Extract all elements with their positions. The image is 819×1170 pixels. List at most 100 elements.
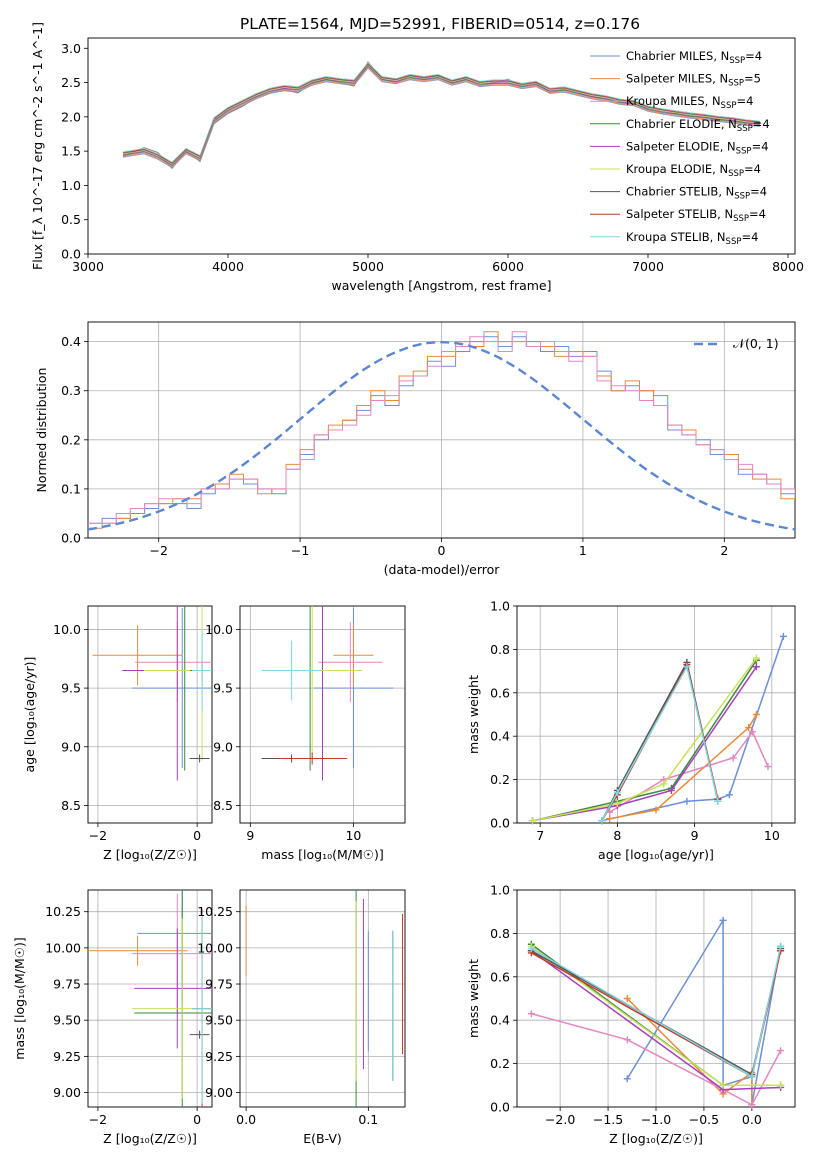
- axes-frame: [87, 889, 213, 1108]
- y-tick-label: 1.0: [490, 599, 510, 614]
- y-tick-label: 0.2: [490, 772, 510, 787]
- legend-count: =5: [744, 72, 761, 86]
- x-tick-label: 3000: [72, 259, 104, 274]
- y-tick-label: 9.75: [53, 977, 81, 992]
- mass-weight-marker: [752, 711, 760, 718]
- y-tick-label: 2.5: [61, 75, 81, 90]
- x-tick-label: 9: [691, 828, 699, 843]
- y-tick-label: 0.0: [490, 816, 510, 831]
- legend-count: =4: [752, 139, 769, 153]
- legend-subscript: SSP: [726, 237, 742, 247]
- spectrum-panel: 3000 4000 5000 6000 7000 8000 0.0 0.5 1.0 1.5 2.0 2…: [30, 22, 804, 293]
- x-tick-label: 0: [193, 828, 201, 843]
- x-axis-label: age [log₁₀(age/yr)]: [598, 847, 714, 862]
- legend-entry: Kroupa ELODIE, NSSP=4: [626, 162, 761, 179]
- model-spectrum-line: [122, 66, 761, 167]
- x-tick-label: 9: [246, 828, 254, 843]
- y-tick-label: 0.8: [490, 642, 510, 657]
- mass-weight-marker: [598, 817, 606, 825]
- legend-entry: Salpeter STELIB, NSSP=4: [626, 207, 766, 224]
- y-tick-label: 9.5: [61, 681, 81, 696]
- y-tick-label: 9.50: [205, 1013, 233, 1028]
- x-tick-label: 10: [764, 828, 780, 843]
- mass-weight-marker: [613, 789, 621, 797]
- model-spectrum-line: [122, 64, 761, 166]
- legend-subscript: SSP: [728, 169, 744, 179]
- legend-label: Salpeter ELODIE, N: [626, 139, 736, 153]
- mass-weight-marker: [719, 916, 727, 924]
- histogram-step-line: [88, 331, 795, 529]
- mass-weight-line: [532, 666, 758, 822]
- mass-weight-marker: [623, 1075, 631, 1083]
- scatter-plot-area: [245, 890, 404, 1107]
- x-tick-label: −2: [89, 1112, 107, 1127]
- y-tick-label: 10.25: [197, 904, 233, 919]
- massweight-vs-age-panel: 7 8 9 10 0.0 0.2 0.4 0.6 0.8 1.0 age [log₁₀(age/yr…: [466, 599, 796, 862]
- y-tick-label: 0.6: [490, 969, 510, 984]
- legend-subscript: SSP: [736, 146, 752, 156]
- y-tick-label: 1.0: [490, 883, 510, 898]
- legend-label: Kroupa MILES, N: [626, 94, 721, 108]
- y-tick-label: 9.25: [53, 1049, 81, 1064]
- x-tick-label: −1.0: [641, 1112, 671, 1127]
- x-axis-label: (data-model)/error: [384, 562, 501, 577]
- legend-count: =4: [741, 230, 758, 244]
- legend-subscript: SSP: [729, 56, 745, 66]
- legend-entry: Salpeter MILES, NSSP=5: [626, 72, 761, 89]
- mass-weight-marker: [749, 728, 757, 736]
- x-axis-label: E(B-V): [303, 1131, 342, 1146]
- x-tick-label: 5000: [352, 259, 384, 274]
- x-tick-label: 0.0: [742, 1112, 762, 1127]
- x-tick-label: 8000: [772, 259, 804, 274]
- x-axis-label: mass [log₁₀(M/M☉)]: [261, 847, 383, 862]
- y-tick-label: 0.4: [490, 729, 510, 744]
- mass-weight-marker: [779, 632, 787, 640]
- massweight-vs-z-panel: −2.0 −1.5 −1.0 −0.5 0.0 0.0 0.2 0.4 0.6 0.8 1.0 Z […: [466, 883, 796, 1146]
- legend-entry: Chabrier STELIB, NSSP=4: [626, 185, 767, 202]
- y-tick-label: 0.4: [490, 1013, 510, 1028]
- x-axis-label: wavelength [Angstrom, rest frame]: [331, 278, 551, 293]
- x-tick-label: 0.0: [236, 1112, 256, 1127]
- x-tick-label: 0: [438, 543, 446, 558]
- x-tick-label: −1: [291, 543, 309, 558]
- model-spectrum-line: [122, 67, 761, 169]
- age-vs-z-panel: −2 0 8.5 9.0 9.5 10.0 Z [log₁₀(Z/Z☉)] age [log₁…: [22, 605, 213, 862]
- y-tick-label: 9.50: [53, 1013, 81, 1028]
- model-spectrum-line: [122, 62, 761, 163]
- legend-subscript: SSP: [728, 79, 744, 89]
- legend-label: Chabrier ELODIE, N: [626, 117, 737, 131]
- x-axis-label: Z [log₁₀(Z/Z☉)]: [103, 1131, 197, 1146]
- mass-weight-marker: [777, 942, 785, 950]
- legend-subscript: SSP: [737, 124, 753, 134]
- legend-count: =4: [736, 94, 753, 108]
- model-spectrum-line: [122, 64, 761, 165]
- legend-label: Kroupa STELIB, N: [626, 230, 726, 244]
- legend-count: =4: [744, 162, 761, 176]
- x-tick-label: −2.0: [545, 1112, 575, 1127]
- mass-weight-marker: [667, 786, 675, 794]
- mass-weight-line: [531, 1012, 782, 1106]
- y-tick-label: 9.5: [213, 681, 233, 696]
- model-spectrum-line: [122, 63, 761, 164]
- x-tick-label: 0.1: [358, 1112, 378, 1127]
- y-tick-label: 1.0: [61, 178, 81, 193]
- axes-frame: [239, 889, 406, 1108]
- x-axis-label: Z [log₁₀(Z/Z☉)]: [609, 1131, 703, 1146]
- y-tick-label: 0.2: [490, 1056, 510, 1071]
- y-tick-label: 10.25: [45, 904, 81, 919]
- x-tick-label: −2: [89, 828, 107, 843]
- y-tick-label: 0.3: [61, 383, 81, 398]
- scatter-plot-area: [261, 606, 394, 781]
- mass-weight-marker: [748, 1073, 756, 1081]
- mass-weight-marker: [683, 797, 691, 805]
- mass-weight-marker: [623, 995, 631, 1002]
- y-axis-label: age [log₁₀(age/yr)]: [22, 657, 37, 773]
- mass-weight-marker: [719, 1081, 727, 1089]
- mass-weight-line: [532, 657, 758, 822]
- mass-weight-marker: [777, 1047, 785, 1055]
- mass-weight-line: [609, 714, 758, 820]
- y-axis-label: Normed distribution: [34, 368, 49, 493]
- axes-frame: [87, 321, 796, 539]
- mass-weight-line: [532, 659, 758, 822]
